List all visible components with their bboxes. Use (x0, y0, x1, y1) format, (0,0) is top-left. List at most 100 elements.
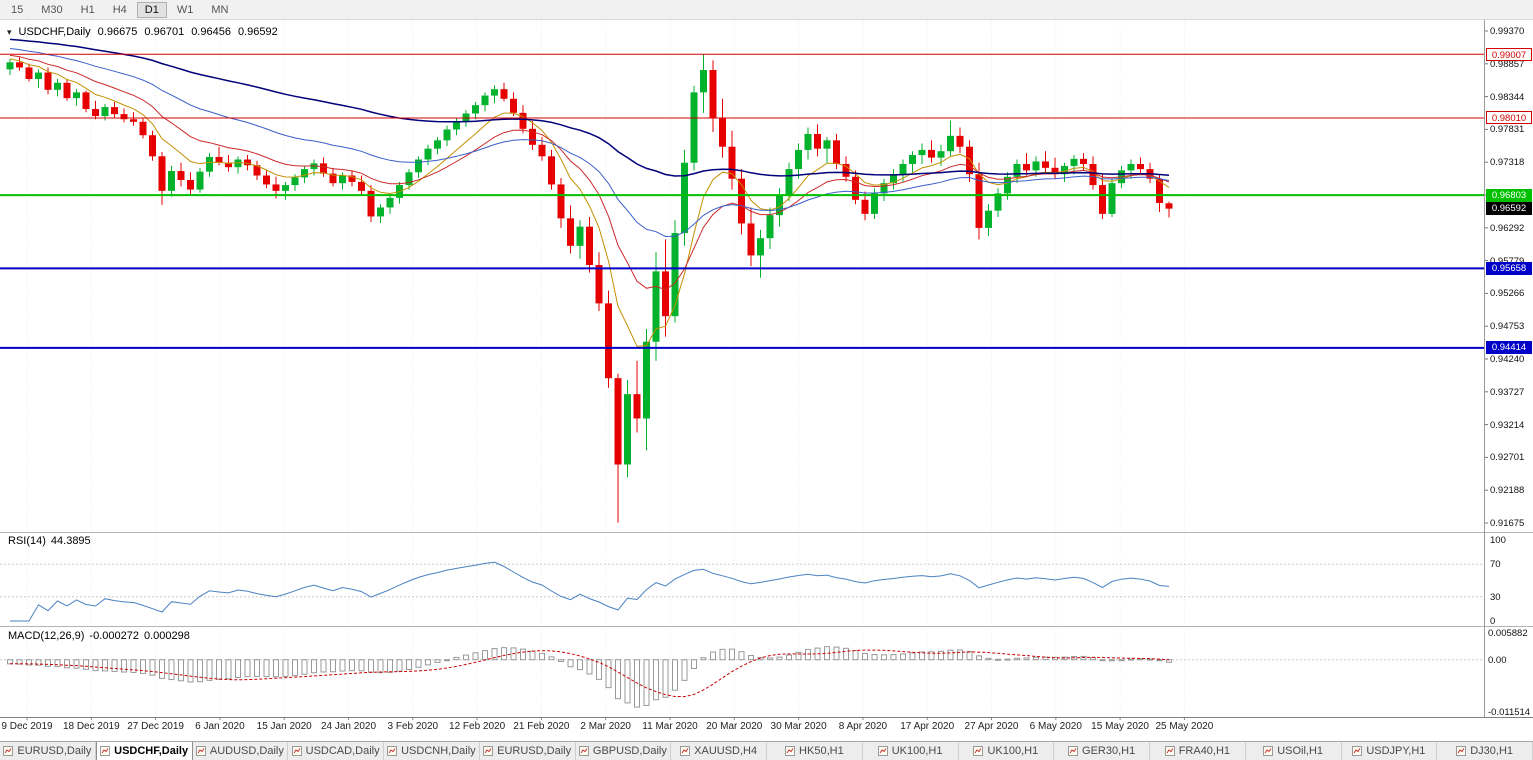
chart-tab-UK100-H1[interactable]: UK100,H1 (863, 742, 959, 760)
chart-tab-label: DJ30,H1 (1470, 745, 1514, 757)
price-axis-label: 0.97318 (1490, 157, 1525, 169)
chart-tab-label: GBPUSD,Daily (592, 745, 667, 757)
chart-tab-label: EURUSD,Daily (497, 745, 572, 757)
macd-main-value: -0.000272 (89, 630, 139, 642)
chart-tab-USDCAD-Daily[interactable]: USDCAD,Daily (288, 742, 384, 760)
chart-tab-XAUUSD-H4[interactable]: XAUUSD,H4 (671, 742, 767, 760)
price-axis-label: 0.98344 (1490, 91, 1525, 103)
price-line-tag: 0.96803 (1486, 188, 1532, 202)
price-line-tag: 0.98010 (1486, 111, 1532, 125)
price-line-tag: 0.99007 (1486, 47, 1532, 61)
chart-tab-FRA40-H1[interactable]: FRA40,H1 (1150, 742, 1246, 760)
period-button-D1[interactable]: D1 (136, 1, 167, 18)
open-value: 0.96675 (97, 26, 138, 38)
chart-tab-label: USOil,H1 (1277, 745, 1324, 757)
period-button-H1[interactable]: H1 (80, 3, 95, 16)
macd-indicator-label: MACD(12,26,9) -0.000272 0.000298 (8, 630, 195, 642)
period-button-H4[interactable]: H4 (112, 3, 127, 16)
date-label: 30 Mar 2020 (770, 721, 827, 732)
chart-thumbnail-icon (1068, 746, 1079, 756)
date-label: 27 Apr 2020 (964, 721, 1019, 732)
date-label: 20 Mar 2020 (706, 721, 763, 732)
chart-thumbnail-icon (100, 746, 111, 756)
rsi-axis-label: 30 (1490, 591, 1501, 603)
chart-tab-USDJPY-H1[interactable]: USDJPY,H1 (1342, 742, 1438, 760)
chart-tab-label: USDJPY,H1 (1366, 745, 1426, 757)
chart-tab-GER30-H1[interactable]: GER30,H1 (1054, 742, 1150, 760)
macd-name: MACD(12,26,9) (8, 630, 85, 642)
chart-tab-EURUSD-Daily[interactable]: EURUSD,Daily (0, 742, 96, 760)
chart-tab-UK100-H1[interactable]: UK100,H1 (959, 742, 1055, 760)
rsi-name: RSI(14) (8, 535, 46, 547)
chart-title: ▾ USDCHF,Daily 0.96675 0.96701 0.96456 0… (7, 26, 278, 38)
chart-tab-bar: EURUSD,Daily USDCHF,Daily AUDUSD,Daily USDC… (0, 741, 1533, 760)
chart-tab-label: USDCAD,Daily (305, 745, 380, 757)
chart-tab-HK50-H1[interactable]: HK50,H1 (767, 742, 863, 760)
chart-tab-AUDUSD-Daily[interactable]: AUDUSD,Daily (193, 742, 289, 760)
chart-thumbnail-icon (973, 746, 984, 756)
price-line-tag: 0.95658 (1486, 261, 1532, 275)
chart-thumbnail-icon (3, 746, 14, 756)
date-label: 21 Feb 2020 (513, 721, 570, 732)
date-label: 15 May 2020 (1091, 721, 1150, 732)
chart-thumbnail-icon (483, 746, 494, 756)
chart-tab-USDCHF-Daily[interactable]: USDCHF,Daily (95, 742, 193, 760)
macd-axis-label: 0.00 (1488, 654, 1507, 666)
rsi-value: 44.3895 (50, 535, 91, 547)
chart-tab-GBPUSD-Daily[interactable]: GBPUSD,Daily (576, 742, 672, 760)
price-axis-label: 0.98857 (1490, 58, 1525, 70)
price-axis-label: 0.96292 (1490, 222, 1525, 234)
date-label: 18 Dec 2019 (62, 721, 120, 732)
chart-thumbnail-icon (291, 746, 302, 756)
chart-tab-USOil-H1[interactable]: USOil,H1 (1246, 742, 1342, 760)
rsi-axis-label: 70 (1490, 559, 1501, 571)
date-label: 6 May 2020 (1029, 721, 1082, 732)
chart-tab-label: USDCNH,Daily (401, 745, 476, 757)
price-axis-label: 0.99370 (1490, 26, 1525, 37)
price-axis-label: 0.97831 (1490, 124, 1525, 136)
chart-tab-label: FRA40,H1 (1178, 745, 1231, 757)
price-axis-label: 0.94753 (1490, 321, 1525, 333)
current-price-tag: 0.96592 (1486, 202, 1532, 216)
date-label: 2 Mar 2020 (580, 721, 631, 732)
price-chart-canvas[interactable] (0, 20, 1533, 741)
close-value: 0.96592 (237, 26, 278, 38)
period-button-MN[interactable]: MN (211, 3, 229, 16)
chart-thumbnail-icon (387, 746, 398, 756)
chart-tab-label: GER30,H1 (1082, 745, 1136, 757)
date-label: 25 May 2020 (1155, 721, 1214, 732)
period-button-15[interactable]: 15 (11, 3, 24, 16)
chart-tab-USDCNH-Daily[interactable]: USDCNH,Daily (384, 742, 480, 760)
chart-tab-EURUSD-Daily[interactable]: EURUSD,Daily (480, 742, 576, 760)
price-axis-label: 0.93727 (1490, 386, 1525, 398)
date-label: 6 Jan 2020 (195, 721, 245, 732)
macd-axis-label: -0.011514 (1488, 707, 1531, 718)
date-label: 11 Mar 2020 (642, 721, 698, 732)
period-button-M30[interactable]: M30 (41, 3, 63, 16)
chart-tab-label: AUDUSD,Daily (209, 745, 284, 757)
chart-tab-label: UK100,H1 (987, 745, 1039, 757)
date-label: 3 Feb 2020 (387, 721, 439, 732)
price-axis-label: 0.95266 (1490, 288, 1525, 300)
chart-tab-label: UK100,H1 (891, 745, 943, 757)
chart-tab-DJ30-H1[interactable]: DJ30,H1 (1437, 742, 1533, 760)
price-axis-label: 0.93214 (1490, 419, 1525, 431)
chart-thumbnail-icon (785, 746, 796, 756)
price-axis-label: 0.95779 (1490, 256, 1524, 267)
price-axis-label: 0.91675 (1490, 518, 1525, 529)
chart-thumbnail-icon (680, 746, 691, 756)
date-label: 24 Jan 2020 (320, 721, 377, 732)
rsi-axis-label: 100 (1490, 535, 1506, 546)
date-label: 17 Apr 2020 (900, 721, 955, 732)
chart-thumbnail-icon (1263, 746, 1274, 756)
chart-tab-label: USDCHF,Daily (114, 745, 189, 757)
date-label: 12 Feb 2020 (449, 721, 506, 732)
chart-thumbnail-icon (195, 746, 206, 756)
period-button-W1[interactable]: W1 (176, 3, 194, 16)
chart-menu-icon[interactable]: ▾ (7, 26, 12, 37)
price-axis-label: 0.92188 (1490, 485, 1525, 497)
date-label: 8 Apr 2020 (838, 721, 888, 732)
date-label: 15 Jan 2020 (256, 721, 312, 732)
rsi-axis-label: 0 (1490, 616, 1496, 627)
